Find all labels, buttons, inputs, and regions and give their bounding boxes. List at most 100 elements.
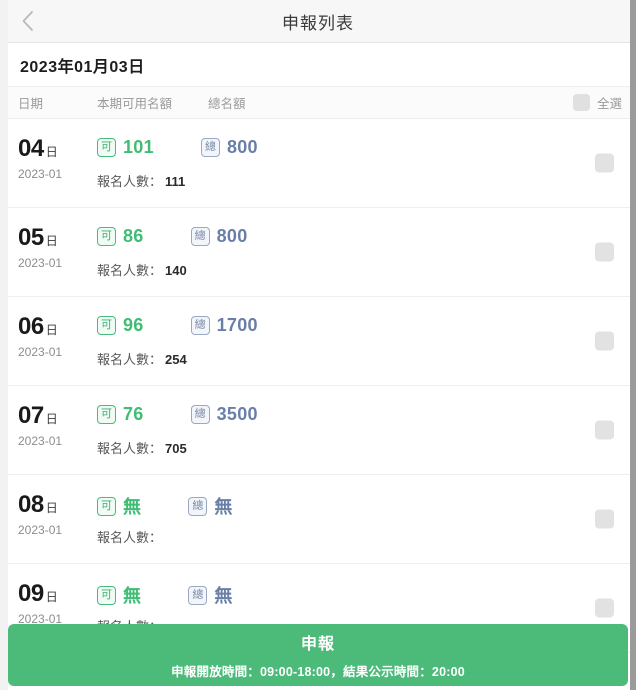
row-checkbox[interactable] bbox=[595, 242, 614, 262]
total-badge-icon: 總 bbox=[190, 405, 210, 424]
row-year-month: 2023-01 bbox=[18, 345, 63, 359]
row-select-control[interactable] bbox=[595, 598, 614, 618]
row-year-month: 2023-01 bbox=[18, 523, 63, 537]
available-quota-value: 無 bbox=[123, 497, 142, 517]
total-quota-group: 總 1700 bbox=[190, 315, 258, 336]
total-badge-icon: 總 bbox=[188, 585, 208, 605]
signup-count: 705 bbox=[165, 441, 187, 456]
row-checkbox[interactable] bbox=[595, 509, 614, 529]
available-quota-value: 101 bbox=[123, 137, 154, 157]
row-select-control[interactable] bbox=[595, 509, 614, 529]
submit-declaration-subtitle: 申報開放時間：09:00-18:00，結果公示時間：20:00 bbox=[171, 665, 465, 679]
available-badge-icon: 可 bbox=[97, 138, 116, 157]
row-year-month: 2023-01 bbox=[18, 167, 63, 181]
back-button[interactable] bbox=[10, 0, 44, 42]
available-quota-group: 可無 bbox=[97, 493, 141, 519]
submit-declaration-button[interactable]: 申報 申報開放時間：09:00-18:00，結果公示時間：20:00 bbox=[8, 624, 628, 686]
available-quota-value: 76 bbox=[123, 404, 144, 424]
table-row[interactable]: 07 日 2023-01 可 76 總 3500 報名人數： 705 bbox=[0, 386, 636, 475]
available-quota-group: 可無 bbox=[97, 582, 141, 608]
row-date: 09 日 2023-01 bbox=[18, 582, 94, 627]
row-select-control[interactable] bbox=[595, 153, 614, 173]
page-title: 申報列表 bbox=[282, 13, 354, 33]
signup-count: 254 bbox=[165, 352, 187, 367]
row-day-unit: 日 bbox=[45, 412, 58, 426]
total-quota-group: 總無 bbox=[188, 582, 232, 608]
total-quota-value: 800 bbox=[216, 226, 248, 246]
table-row[interactable]: 04 日 2023-01 可 101 總 800 報名人數： 111 bbox=[0, 119, 636, 208]
row-day-unit: 日 bbox=[45, 590, 58, 604]
row-select-control[interactable] bbox=[595, 242, 614, 262]
row-checkbox[interactable] bbox=[595, 420, 614, 440]
row-signup: 報名人數： bbox=[97, 527, 165, 546]
chevron-left-icon bbox=[21, 10, 34, 32]
total-quota-value: 無 bbox=[214, 497, 233, 517]
total-quota-value: 1700 bbox=[216, 315, 258, 335]
row-day-value: 09 日 bbox=[18, 582, 94, 606]
table-row[interactable]: 06 日 2023-01 可 96 總 1700 報名人數： 254 bbox=[0, 297, 636, 386]
total-badge-icon: 總 bbox=[200, 138, 220, 157]
row-date: 08 日 2023-01 bbox=[18, 493, 94, 538]
row-day-value: 07 日 bbox=[18, 404, 94, 428]
row-quota: 可無總無 bbox=[97, 582, 233, 608]
row-checkbox[interactable] bbox=[595, 598, 614, 618]
submit-declaration-label: 申報 bbox=[300, 636, 335, 653]
total-badge-icon: 總 bbox=[188, 496, 208, 516]
row-date: 05 日 2023-01 bbox=[18, 226, 94, 271]
available-quota-group: 可 96 bbox=[97, 315, 144, 336]
row-signup: 報名人數： 111 bbox=[97, 171, 185, 190]
signup-label: 報名人數： bbox=[97, 352, 163, 367]
row-day-value: 08 日 bbox=[18, 493, 94, 517]
row-date: 04 日 2023-01 bbox=[18, 137, 94, 182]
available-badge-icon: 可 bbox=[97, 585, 116, 605]
declaration-list: 04 日 2023-01 可 101 總 800 報名人數： 111 05 日 2023-01 可 86 總… bbox=[0, 119, 636, 653]
row-quota: 可無總無 bbox=[97, 493, 233, 519]
column-header-available: 本期可用名額 bbox=[97, 97, 173, 111]
column-header-date: 日期 bbox=[18, 97, 44, 111]
total-badge-icon: 總 bbox=[190, 227, 210, 246]
available-badge-icon: 可 bbox=[97, 496, 116, 516]
row-day-number: 09 bbox=[18, 580, 44, 607]
total-quota-group: 總 800 bbox=[200, 137, 258, 158]
row-date: 06 日 2023-01 bbox=[18, 315, 94, 360]
select-all-label: 全選 bbox=[596, 97, 622, 111]
available-quota-value: 無 bbox=[123, 586, 142, 606]
signup-label: 報名人數： bbox=[97, 263, 163, 278]
available-quota-value: 86 bbox=[123, 226, 144, 246]
row-checkbox[interactable] bbox=[595, 331, 614, 351]
available-badge-icon: 可 bbox=[97, 227, 116, 246]
available-quota-group: 可 76 bbox=[97, 404, 144, 425]
row-quota: 可 86 總 800 bbox=[97, 226, 248, 247]
row-quota: 可 101 總 800 bbox=[97, 137, 258, 158]
row-day-value: 05 日 bbox=[18, 226, 94, 250]
row-select-control[interactable] bbox=[595, 331, 614, 351]
row-day-value: 04 日 bbox=[18, 137, 94, 161]
available-quota-value: 96 bbox=[123, 315, 144, 335]
column-header: 日期 本期可用名額 總名額 全選 bbox=[0, 87, 636, 119]
row-day-number: 08 bbox=[18, 491, 44, 518]
row-day-number: 04 bbox=[18, 135, 44, 162]
table-row[interactable]: 08 日 2023-01 可無總無報名人數： bbox=[0, 475, 636, 564]
total-quota-value: 800 bbox=[226, 137, 258, 157]
row-year-month: 2023-01 bbox=[18, 434, 63, 448]
select-all-checkbox[interactable] bbox=[572, 94, 590, 111]
row-year-month: 2023-01 bbox=[18, 612, 63, 626]
signup-label: 報名人數： bbox=[97, 441, 163, 456]
table-row[interactable]: 05 日 2023-01 可 86 總 800 報名人數： 140 bbox=[0, 208, 636, 297]
row-checkbox[interactable] bbox=[595, 153, 614, 173]
row-day-value: 06 日 bbox=[18, 315, 94, 339]
row-day-unit: 日 bbox=[45, 234, 58, 248]
column-header-total: 總名額 bbox=[208, 97, 246, 111]
row-date: 07 日 2023-01 bbox=[18, 404, 94, 449]
total-quota-group: 總無 bbox=[188, 493, 232, 519]
row-quota: 可 76 總 3500 bbox=[97, 404, 258, 425]
row-day-number: 06 bbox=[18, 313, 44, 340]
row-select-control[interactable] bbox=[595, 420, 614, 440]
date-banner: 2023年01月03日 bbox=[0, 43, 636, 87]
select-all-control[interactable]: 全選 bbox=[572, 93, 622, 112]
row-signup: 報名人數： 705 bbox=[97, 438, 187, 457]
available-badge-icon: 可 bbox=[97, 405, 116, 424]
total-badge-icon: 總 bbox=[190, 316, 210, 335]
total-quota-group: 總 3500 bbox=[190, 404, 258, 425]
